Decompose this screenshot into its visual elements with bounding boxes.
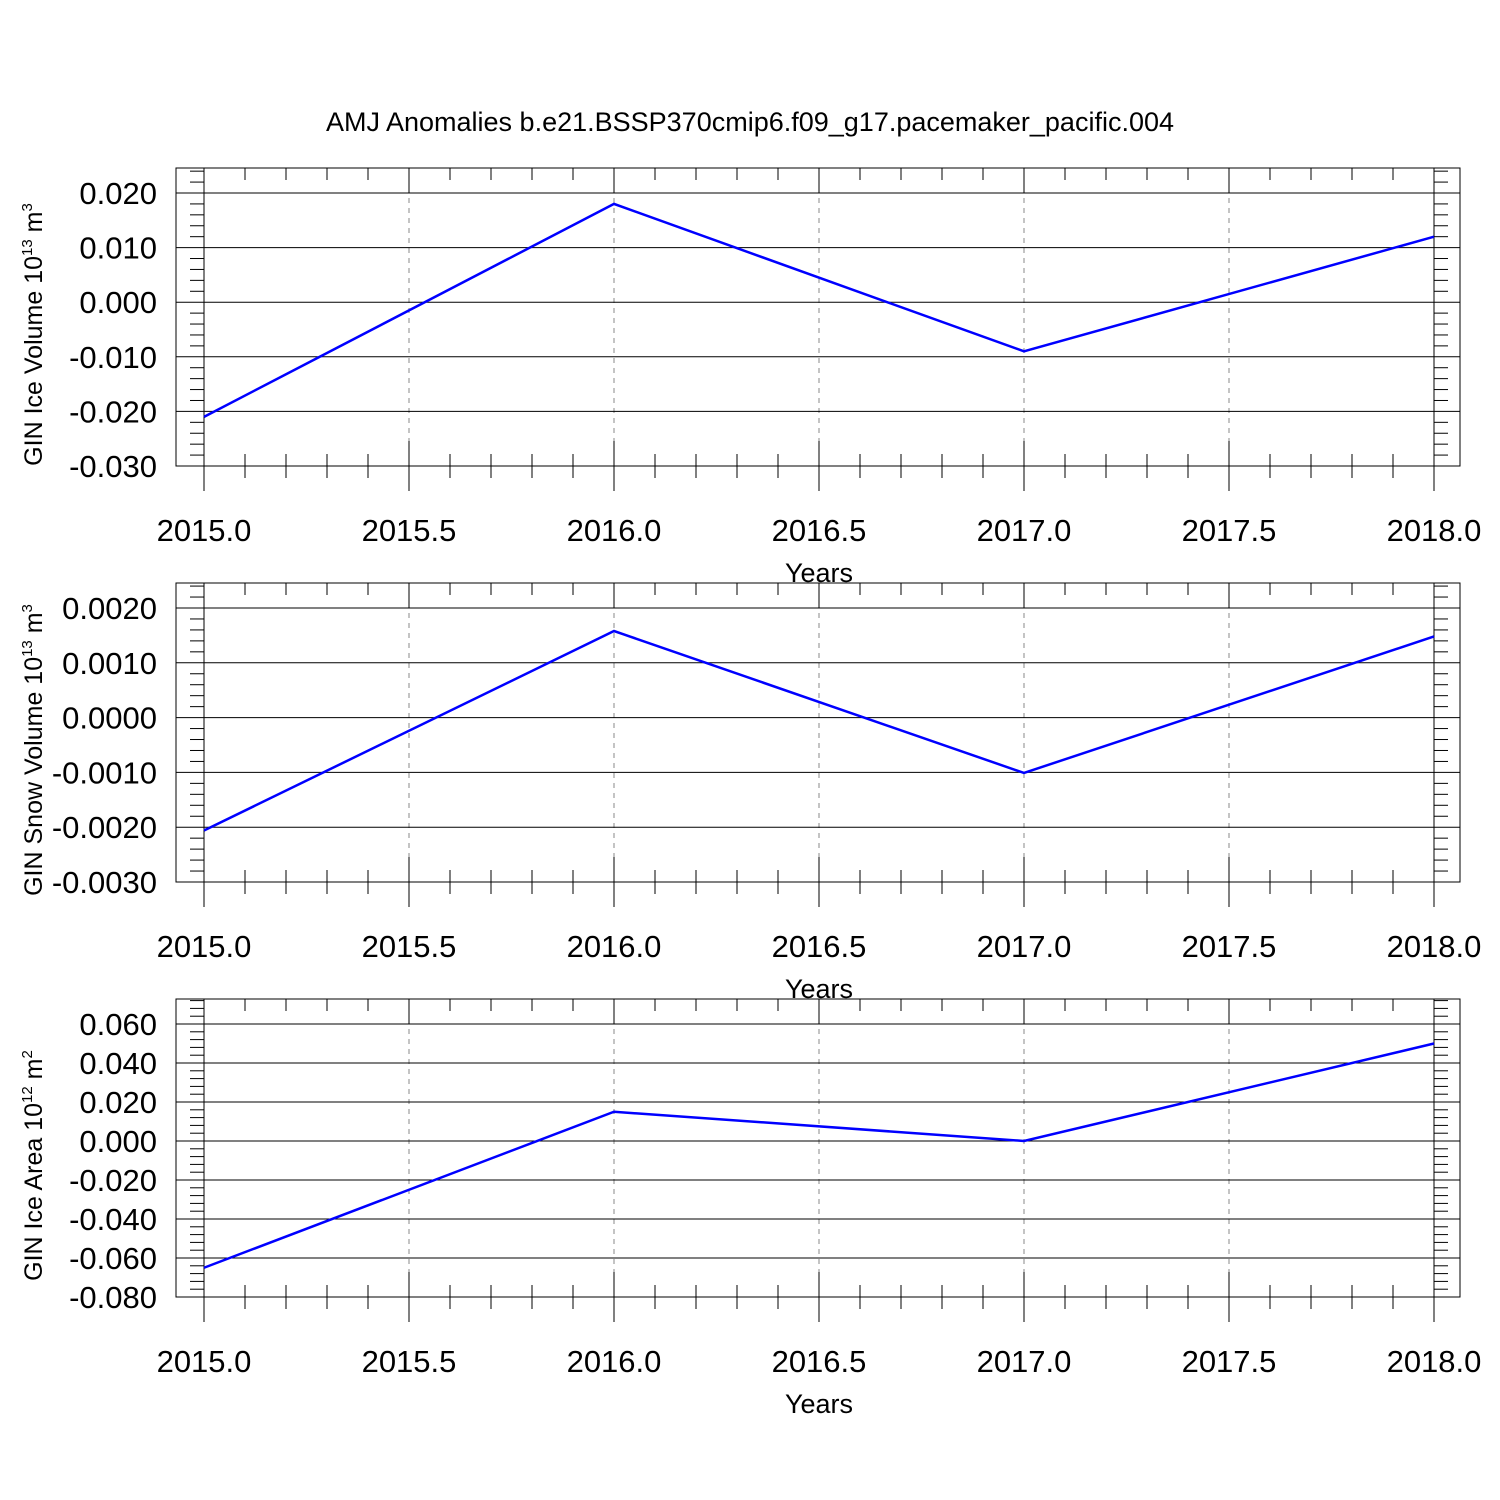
chart-panel-1: 2015.0 2015.5 2016.0 2016.5 2017.0 2017.5 2018… [19, 167, 1482, 588]
y-tick-label: -0.020 [69, 1163, 157, 1198]
y-tick-label: -0.030 [69, 449, 157, 484]
y-tick-label: -0.060 [69, 1241, 157, 1276]
chart-title: AMJ Anomalies b.e21.BSSP370cmip6.f09_g17… [326, 107, 1174, 137]
x-axis-label: Years [785, 1389, 853, 1419]
x-tick-label: 2017.5 [1182, 1344, 1277, 1379]
plot-frame [175, 998, 1461, 1298]
y-tick-label: 0.000 [79, 285, 157, 320]
panels: 2015.0 2015.5 2016.0 2016.5 2017.0 2017.5 2018… [19, 167, 1482, 1419]
x-tick-label: 2017.5 [1182, 513, 1277, 548]
x-tick-label: 2015.0 [157, 929, 252, 964]
plot-frame [175, 167, 1461, 467]
y-tick-label: -0.020 [69, 394, 157, 429]
y-tick-label: -0.080 [69, 1280, 157, 1315]
x-tick-label: 2016.5 [772, 513, 867, 548]
y-tick-label: -0.010 [69, 340, 157, 375]
x-tick-label: 2017.0 [977, 1344, 1072, 1379]
x-tick-label: 2016.0 [567, 513, 662, 548]
plot-frame [175, 582, 1461, 883]
y-tick-label: 0.010 [79, 231, 157, 266]
y-tick-label: -0.0010 [52, 755, 157, 790]
x-tick-label: 2017.0 [977, 929, 1072, 964]
x-tick-label: 2015.5 [362, 929, 457, 964]
x-tick-label: 2015.0 [157, 513, 252, 548]
y-axis-label: GIN Ice Area 1012 m2 [19, 1050, 48, 1281]
x-tick-label: 2017.0 [977, 513, 1072, 548]
y-tick-label: -0.0030 [52, 865, 157, 900]
x-tick-label: 2015.0 [157, 1344, 252, 1379]
x-tick-label: 2018.0 [1387, 513, 1482, 548]
x-tick-label: 2016.5 [772, 929, 867, 964]
series-line [203, 629, 1435, 832]
x-tick-label: 2015.5 [362, 513, 457, 548]
y-tick-label: 0.020 [79, 1085, 157, 1120]
series-line [203, 1042, 1435, 1269]
x-tick-label: 2017.5 [1182, 929, 1277, 964]
y-tick-label: 0.000 [79, 1124, 157, 1159]
chart-panel-3: 2015.0 2015.5 2016.0 2016.5 2017.0 2017.5 2018… [19, 998, 1482, 1419]
y-tick-label: 0.040 [79, 1046, 157, 1081]
x-tick-label: 2018.0 [1387, 1344, 1482, 1379]
y-tick-label: 0.020 [79, 176, 157, 211]
series-line [203, 202, 1435, 418]
y-tick-label: 0.060 [79, 1007, 157, 1042]
x-tick-label: 2015.5 [362, 1344, 457, 1379]
y-tick-label: 0.0010 [62, 646, 157, 681]
y-tick-label: -0.0020 [52, 810, 157, 845]
chart-panel-2: 2015.0 2015.5 2016.0 2016.5 2017.0 2017.5 2018… [19, 582, 1482, 1004]
x-tick-label: 2018.0 [1387, 929, 1482, 964]
y-tick-label: 0.0020 [62, 591, 157, 626]
y-axis-label: GIN Ice Volume 1013 m3 [19, 203, 48, 466]
y-tick-label: -0.040 [69, 1202, 157, 1237]
y-axis-label: GIN Snow Volume 1013 m3 [19, 604, 48, 896]
y-tick-label: 0.0000 [62, 701, 157, 736]
x-tick-label: 2016.0 [567, 929, 662, 964]
x-tick-label: 2016.0 [567, 1344, 662, 1379]
x-tick-label: 2016.5 [772, 1344, 867, 1379]
